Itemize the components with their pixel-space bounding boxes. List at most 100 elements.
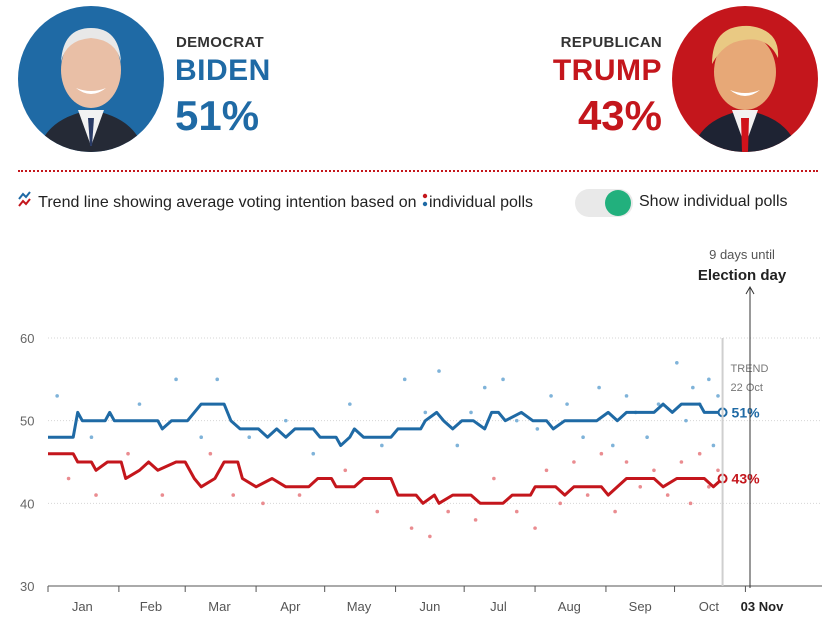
- x-tick-label: May: [347, 599, 372, 614]
- x-tick-label: Jul: [490, 599, 507, 614]
- rep-poll-dot: [66, 476, 71, 481]
- dem-poll-dot: [215, 377, 220, 382]
- dem-poll-dot: [675, 361, 679, 365]
- dem-poll-dot: [380, 443, 384, 448]
- rep-poll-dot: [613, 509, 617, 514]
- election-day-label: Election day: [698, 267, 787, 284]
- rep-poll-dot: [688, 501, 693, 506]
- legend-text-after: individual polls: [428, 194, 533, 212]
- polling-chart: 30 40 50 60 Jan Feb Mar Apr May Jun Jul Aug Sep Oct 5…: [20, 247, 822, 614]
- rep-trend-line: [48, 452, 724, 505]
- democrat-party-label: DEMOCRAT: [176, 34, 264, 51]
- x-tick-label: Aug: [558, 599, 581, 614]
- dem-poll-dot: [565, 402, 569, 406]
- dem-poll-dot: [691, 385, 695, 390]
- rep-poll-dot: [572, 460, 576, 464]
- dem-poll-dot: [611, 443, 615, 448]
- rep-poll-dot: [428, 534, 432, 539]
- rep-poll-dot: [652, 468, 656, 473]
- rep-poll-dot: [716, 468, 720, 473]
- dem-poll-dot: [455, 443, 460, 448]
- legend-text-before: Trend line showing average voting intent…: [38, 194, 417, 212]
- x-tick-label: Apr: [280, 599, 301, 614]
- dem-poll-dot: [482, 385, 487, 390]
- dem-poll-dot: [284, 418, 288, 423]
- rep-poll-dot: [679, 460, 684, 464]
- dem-poll-dot: [437, 369, 441, 373]
- rep-poll-dot: [585, 493, 590, 497]
- dem-poll-dot: [624, 394, 629, 398]
- rep-poll-dot: [343, 468, 348, 473]
- rep-poll-dot: [558, 501, 563, 506]
- rep-poll-dot: [665, 493, 670, 497]
- toggle-knob: [605, 190, 631, 216]
- dem-poll-dot: [707, 377, 711, 382]
- dem-poll-dot: [402, 377, 407, 382]
- dem-poll-dot: [645, 435, 649, 439]
- x-tick-label: Mar: [208, 599, 231, 614]
- show-polls-toggle-label[interactable]: Show individual polls: [639, 193, 788, 210]
- dem-poll-dot: [469, 410, 473, 415]
- rep-poll-dot: [231, 493, 236, 497]
- show-polls-toggle[interactable]: [575, 189, 633, 217]
- chart-legend: Trend line showing average voting intent…: [18, 191, 548, 215]
- rep-poll-dot: [707, 485, 711, 489]
- republican-party-label: REPUBLICAN: [560, 34, 662, 51]
- rep-poll-dot: [638, 485, 643, 489]
- dem-poll-dot: [514, 418, 519, 423]
- trend-date-label: 22 Oct: [731, 382, 763, 394]
- biden-portrait: [18, 6, 164, 152]
- rep-poll-dot: [446, 509, 450, 514]
- trend-line-icon: [18, 191, 34, 215]
- dem-poll-dot: [348, 402, 352, 406]
- rep-poll-dot: [533, 526, 537, 530]
- rep-poll-dot: [624, 460, 629, 464]
- poll-dots-icon: [421, 191, 429, 215]
- democrat-percent: 51%: [175, 92, 260, 139]
- rep-poll-dot: [261, 501, 265, 506]
- rep-poll-dot: [514, 509, 519, 514]
- countdown-label: 9 days until: [709, 247, 775, 262]
- republican-percent: 43%: [577, 92, 662, 139]
- dem-poll-dot: [501, 377, 505, 382]
- dem-poll-dot: [55, 394, 59, 398]
- dem-poll-dot: [423, 410, 428, 415]
- x-tick-label: Sep: [629, 599, 652, 614]
- rep-poll-dot: [94, 493, 98, 497]
- rep-poll-dot: [208, 451, 213, 456]
- y-tick-label: 30: [20, 579, 34, 594]
- democrat-candidate-name: BIDEN: [175, 54, 271, 87]
- dem-poll-dot: [549, 394, 553, 398]
- dem-poll-dot: [711, 443, 716, 448]
- rep-poll-dot: [126, 451, 130, 456]
- rep-poll-dot: [599, 451, 604, 456]
- rep-poll-dot: [160, 493, 165, 497]
- rep-poll-dot: [375, 509, 380, 514]
- rep-poll-dot: [492, 476, 496, 481]
- rep-poll-dot: [473, 518, 478, 522]
- dem-poll-dot: [199, 435, 204, 439]
- x-tick-label: Feb: [140, 599, 162, 614]
- rep-poll-dot: [297, 493, 302, 497]
- dem-poll-dot: [311, 451, 316, 456]
- y-tick-label: 50: [20, 414, 34, 429]
- x-tick-label: Jun: [419, 599, 440, 614]
- dem-poll-dot: [137, 402, 142, 406]
- dem-poll-dot: [656, 402, 661, 406]
- dem-poll-dot: [89, 435, 94, 439]
- republican-candidate-name: TRUMP: [552, 54, 662, 87]
- y-tick-label: 60: [20, 331, 34, 346]
- trump-portrait: [672, 6, 818, 152]
- dem-poll-dot: [174, 377, 178, 382]
- dem-poll-dot: [581, 435, 585, 439]
- rep-poll-dot: [697, 451, 702, 456]
- dem-trend-line: [48, 402, 723, 447]
- rep-poll-dot: [409, 526, 414, 530]
- election-day-arrow: [745, 285, 755, 295]
- header-divider: [18, 170, 818, 172]
- dem-poll-dot: [535, 427, 540, 431]
- y-tick-label: 40: [20, 496, 34, 511]
- rep-poll-dot: [544, 468, 549, 473]
- dem-poll-dot: [247, 435, 252, 439]
- election-date-label: 03 Nov: [741, 599, 784, 614]
